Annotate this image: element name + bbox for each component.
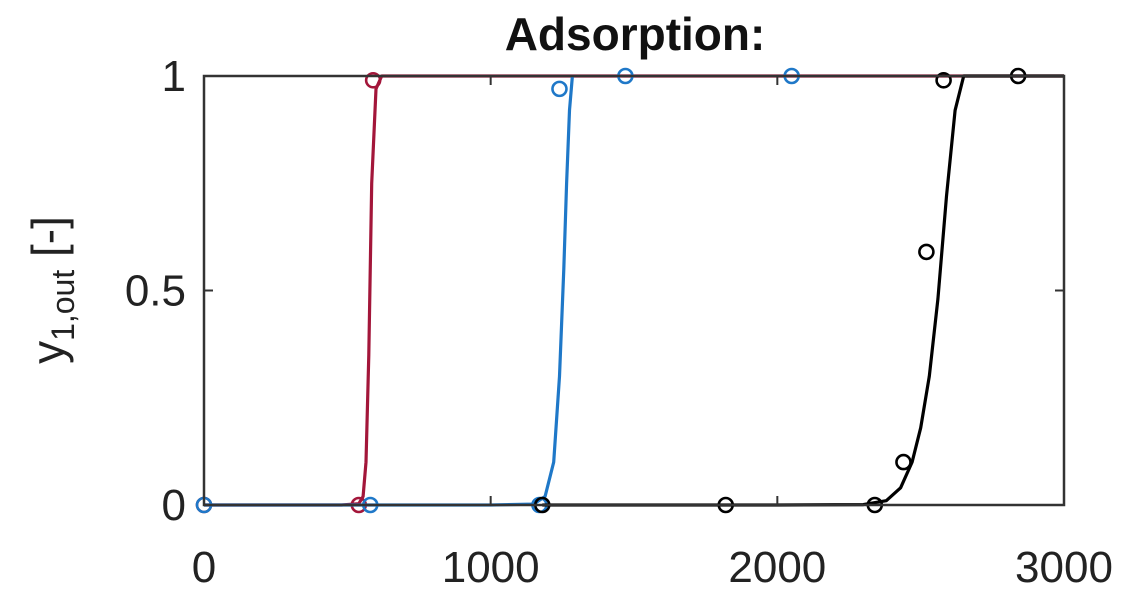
y-axis-label-unit: [-] xyxy=(22,216,74,257)
series-line xyxy=(542,74,1064,507)
plot-area xyxy=(195,67,1064,514)
x-tick-label: 3000 xyxy=(1015,543,1113,592)
axis-ticks: 0 1000 2000 3000 0 0.5 1 xyxy=(125,52,1113,592)
y-tick-label: 1 xyxy=(162,52,186,101)
data-point xyxy=(551,80,568,98)
x-tick-label: 1000 xyxy=(442,543,540,592)
series-3 xyxy=(533,67,1064,514)
series-line xyxy=(204,74,1064,507)
y-axis-label-subscript: 1,out xyxy=(45,270,81,341)
y-axis-label: y1,out [-] xyxy=(22,216,81,364)
y-tick-label: 0 xyxy=(162,481,186,530)
data-point xyxy=(895,453,912,471)
chart-title: Adsorption: xyxy=(505,8,766,60)
x-tick-label: 2000 xyxy=(728,543,826,592)
x-tick-label: 0 xyxy=(192,543,216,592)
data-point xyxy=(918,243,935,261)
data-point xyxy=(935,71,952,89)
y-axis-label-main: y xyxy=(22,341,74,364)
series-1 xyxy=(195,71,1064,514)
plot-frame xyxy=(202,74,1066,507)
series-line xyxy=(204,75,574,507)
series-2 xyxy=(195,67,800,514)
data-point xyxy=(364,71,382,89)
y-tick-label: 0.5 xyxy=(125,267,186,316)
svg-text:y1,out [-]: y1,out [-] xyxy=(22,216,81,364)
